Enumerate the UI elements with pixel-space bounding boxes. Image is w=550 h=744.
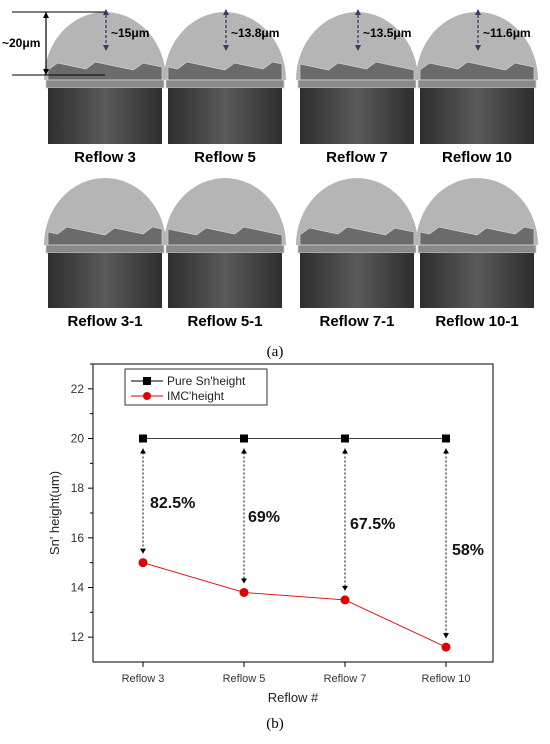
sem-label: Reflow 5-1 [187,313,262,330]
interface-band [45,244,165,254]
data-point-circle [239,587,249,597]
line-chart: 12 14 16 18 20 22 Reflow 3 Reflow 5 Reflow 7 Refl… [47,363,494,705]
sem-image-row2-8 [416,178,538,308]
interface-band [165,244,285,254]
arrow-head-down [355,45,361,51]
legend-marker-circle [143,392,151,400]
data-point-square [341,434,349,443]
percent-annotation: 58% [452,542,484,559]
interface-band [297,79,417,89]
ratio-arrow-head-up [140,448,146,454]
copper-pillar [420,253,534,308]
sem-image-row1-4 [416,12,538,144]
y-tick-label: 16 [71,531,85,545]
interface-band [45,79,165,89]
copper-pillar [168,88,282,144]
solder-dome [164,178,286,245]
x-tick-label: Reflow 5 [223,673,266,685]
percent-annotation: 82.5% [150,495,195,512]
legend-marker-square [143,377,151,385]
interface-band [417,79,537,89]
ratio-arrow-head-up [443,448,449,454]
imc-height-measure: ~13.8μm [231,26,279,40]
series-line [142,562,447,648]
percent-annotation: 69% [248,509,280,526]
copper-pillar [48,253,162,308]
sem-label: Reflow 5 [194,149,256,166]
data-point-square [442,434,450,443]
arrow-head-up [355,9,361,15]
bracket-arrow-up [43,12,49,18]
percent-annotation: 67.5% [350,516,395,533]
total-height-label: ~20μm [2,36,40,50]
copper-pillar [420,88,534,144]
panel-a-label: (a) [267,344,284,360]
legend-label: Pure Sn'height [167,374,246,388]
ratio-arrow-head-down [241,578,247,584]
plot-frame [92,363,494,663]
ratio-arrow-head-down [140,548,146,554]
x-tick-label: Reflow 10 [422,673,471,685]
y-axis-title: Sn' height(um) [47,471,62,555]
sem-label: Reflow 10-1 [435,313,518,330]
sem-label: Reflow 7 [326,149,388,166]
bracket-arrow-down [43,69,49,75]
arrow-head-up [103,9,109,15]
ratio-arrow-head-down [342,585,348,591]
copper-pillar [300,88,414,144]
imc-layer [419,226,535,246]
imc-layer [167,226,283,246]
interface-band [165,79,285,89]
y-tick-label: 14 [71,581,85,595]
sem-panel: ~15μm Reflow 3 ~13.8μm Reflow 5 ~13.5μm Reflo… [2,9,538,330]
ratio-arrow-head-up [241,448,247,454]
sem-image-row2-6 [164,178,286,308]
arrow-head-down [475,45,481,51]
ratio-arrow-head-up [342,448,348,454]
y-tick-label: 20 [71,432,85,446]
legend-label: IMC'height [167,389,225,403]
arrow-head-down [103,45,109,51]
ratio-arrow-head-down [443,633,449,639]
imc-layer [167,61,283,81]
sem-image-row2-5 [44,178,166,308]
y-tick-label: 12 [71,630,85,644]
interface-band [417,244,537,254]
y-tick-label: 22 [71,382,85,396]
imc-height-measure: ~11.6μm [483,26,531,40]
data-point-circle [340,595,350,605]
sem-label: Reflow 7-1 [319,313,394,330]
imc-height-measure: ~13.5μm [363,26,411,40]
data-point-circle [441,642,451,652]
data-point-square [139,434,147,443]
sem-label: Reflow 3 [74,149,136,166]
copper-pillar [300,253,414,308]
x-tick-label: Reflow 7 [324,673,367,685]
imc-layer [299,61,415,81]
sem-image-row2-7 [296,178,418,308]
solder-dome [296,178,418,245]
x-tick-label: Reflow 3 [122,673,165,685]
arrow-head-up [475,9,481,15]
imc-layer [47,61,163,81]
copper-pillar [48,88,162,144]
imc-layer [47,226,163,246]
sem-label: Reflow 10 [442,149,512,166]
imc-layer [299,226,415,246]
panel-b-label: (b) [266,716,284,732]
copper-pillar [168,253,282,308]
sem-label: Reflow 3-1 [67,313,142,330]
data-point-circle [138,558,148,568]
arrow-head-down [223,45,229,51]
imc-layer [419,61,535,81]
interface-band [297,244,417,254]
arrow-head-up [223,9,229,15]
data-point-square [240,434,248,443]
imc-height-measure: ~15μm [111,26,149,40]
y-tick-label: 18 [71,481,85,495]
x-axis-title: Reflow # [268,690,319,705]
